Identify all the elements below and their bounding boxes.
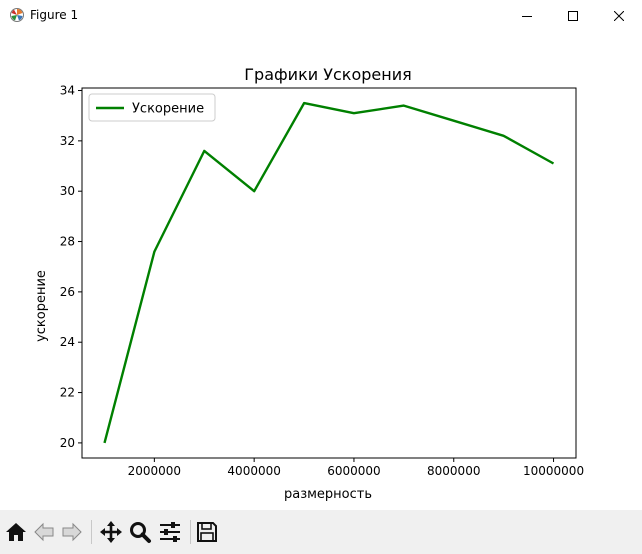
back-button[interactable] [31,519,57,545]
subplots-button[interactable] [157,519,183,545]
x-tick-label: 4000000 [227,464,280,478]
x-axis-label: размерность [284,487,372,502]
y-tick-label: 30 [60,184,75,198]
minimize-button[interactable] [504,0,550,31]
maximize-icon [568,10,578,21]
figure-canvas: Графики Ускорения 2000000 4000000 6000000 8… [0,31,642,510]
chart-title: Графики Ускорения [244,65,411,84]
x-tick-label: 2000000 [128,464,181,478]
y-axis-label: ускорение [34,270,49,342]
save-button[interactable] [194,519,220,545]
minimize-icon [522,15,532,17]
toolbar-separator [91,520,92,544]
toolbar-separator [190,520,191,544]
legend-box [88,93,216,122]
series-line [103,101,555,444]
home-button[interactable] [3,519,29,545]
line-chart: Графики Ускорения 2000000 4000000 6000000 8… [0,31,642,510]
y-tick-label: 26 [60,285,75,299]
y-tick-label: 24 [60,335,75,349]
x-tick-label: 6000000 [327,464,380,478]
y-tick-label: 32 [60,134,75,148]
plot-area: 2000000 4000000 6000000 8000000 10000000 20 22… [60,84,584,478]
forward-arrow-icon [62,522,82,542]
pan-icon [100,521,122,543]
close-button[interactable] [596,0,642,31]
axes-frame [81,87,577,459]
forward-button[interactable] [59,519,85,545]
zoom-icon [130,522,151,543]
x-tick-label: 10000000 [523,464,584,478]
y-tick-label: 28 [60,235,75,249]
window-titlebar: Figure 1 [0,0,642,31]
back-arrow-icon [34,522,54,542]
pan-button[interactable] [98,519,124,545]
zoom-button[interactable] [127,519,153,545]
window-title: Figure 1 [30,8,79,22]
legend-label: Ускорение [132,102,204,117]
y-tick-label: 20 [60,436,75,450]
maximize-button[interactable] [550,0,596,31]
close-icon [614,10,624,21]
y-tick-label: 34 [60,84,75,98]
y-tick-label: 22 [60,386,75,400]
save-icon [197,522,217,542]
home-icon [6,523,26,541]
subplots-icon [160,522,180,542]
navigation-toolbar [0,510,642,554]
x-tick-label: 8000000 [427,464,480,478]
matplotlib-logo-icon [9,7,25,23]
